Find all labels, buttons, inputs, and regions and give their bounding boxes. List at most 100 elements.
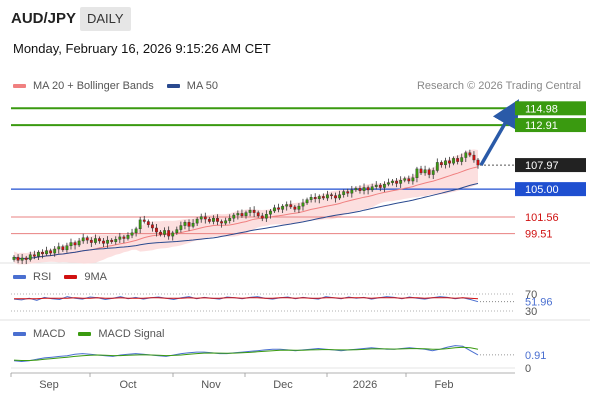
candle-body bbox=[260, 215, 264, 219]
candle-body bbox=[28, 254, 32, 260]
rsi-last-value: 51.96 bbox=[525, 297, 553, 309]
candle-body bbox=[49, 250, 53, 254]
level-tag-114-98 bbox=[515, 101, 586, 116]
level-tag-105-00 bbox=[515, 182, 586, 197]
candle-body bbox=[32, 254, 36, 257]
candle-body bbox=[248, 209, 252, 213]
candle-body bbox=[220, 221, 223, 224]
candle-body bbox=[77, 240, 81, 246]
candle-body bbox=[16, 256, 20, 261]
candle-body bbox=[366, 187, 370, 191]
candle-body bbox=[403, 178, 407, 181]
candle-body bbox=[110, 239, 114, 242]
symbol-title: AUD/JPY bbox=[11, 10, 77, 27]
level-label-99-51: 99.51 bbox=[525, 229, 553, 241]
candle-body bbox=[240, 213, 244, 217]
candle-body bbox=[126, 235, 130, 239]
candle-body bbox=[167, 230, 171, 237]
candle-body bbox=[228, 218, 232, 221]
candle-body bbox=[179, 225, 183, 230]
candle-body bbox=[374, 184, 378, 187]
rsi-tick-70: 70 bbox=[525, 289, 537, 301]
macd-line bbox=[13, 345, 479, 363]
candle-body bbox=[69, 242, 73, 247]
candle-body bbox=[305, 199, 309, 204]
candle-body bbox=[212, 218, 215, 222]
legend-swatch-rsi bbox=[13, 275, 26, 279]
timeframe-badge[interactable]: DAILY bbox=[80, 7, 131, 31]
candle-body bbox=[232, 214, 236, 219]
legend-swatch-ma50 bbox=[166, 84, 180, 88]
legend-label-ma50: MA 50 bbox=[186, 80, 218, 92]
candle-body bbox=[81, 237, 85, 242]
candle-body bbox=[12, 256, 16, 260]
level-label-112-91: 112.91 bbox=[525, 120, 558, 132]
macd-last-value: 0.91 bbox=[525, 350, 546, 362]
candle-body bbox=[106, 239, 110, 244]
candle-body bbox=[431, 170, 435, 175]
candle-body bbox=[472, 154, 476, 161]
candle-body bbox=[452, 158, 455, 164]
candle-body bbox=[448, 160, 451, 164]
candle-body bbox=[387, 182, 390, 185]
legend-label-9ma: 9MA bbox=[84, 271, 107, 283]
candle-body bbox=[171, 232, 175, 237]
candle-body bbox=[130, 232, 134, 236]
candle-body bbox=[73, 242, 77, 246]
candle-body bbox=[102, 240, 105, 244]
candle-body bbox=[285, 204, 289, 207]
rsi-legend: RSI 9MA bbox=[13, 271, 120, 283]
candle-body bbox=[326, 194, 329, 199]
candle-body bbox=[460, 157, 464, 162]
candle-body bbox=[20, 257, 24, 261]
candle-body bbox=[163, 230, 166, 235]
candle-body bbox=[150, 224, 154, 229]
candle-body bbox=[57, 246, 61, 250]
candle-body bbox=[187, 222, 191, 227]
candle-body bbox=[24, 257, 28, 260]
level-label-107-97: 107.97 bbox=[525, 160, 559, 172]
candle-body bbox=[256, 212, 260, 217]
candle-body bbox=[134, 228, 138, 234]
level-label-105-00: 105.00 bbox=[525, 184, 559, 196]
level-tag-112-91 bbox=[515, 118, 586, 133]
scenario-arrow bbox=[479, 99, 519, 166]
legend-label-ma20: MA 20 + Bollinger Bands bbox=[33, 80, 154, 92]
x-tick-label-2026: 2026 bbox=[353, 379, 377, 391]
candle-body bbox=[334, 195, 337, 199]
candle-body bbox=[85, 237, 89, 241]
candle-body bbox=[224, 220, 228, 224]
candle-body bbox=[264, 214, 268, 219]
candle-body bbox=[362, 187, 366, 191]
candle-body bbox=[65, 245, 69, 251]
candle-body bbox=[330, 194, 333, 196]
candle-body bbox=[354, 188, 358, 191]
candle-body bbox=[61, 246, 65, 251]
candle-body bbox=[41, 252, 44, 255]
legend-label-macd: MACD bbox=[33, 328, 66, 340]
candle-body bbox=[183, 222, 187, 226]
candle-body bbox=[427, 169, 431, 175]
candle-body bbox=[309, 197, 313, 200]
rsi-tick-30: 30 bbox=[525, 306, 537, 318]
legend-item-ma20: MA 20 + Bollinger Bands bbox=[13, 80, 154, 92]
candle-body bbox=[407, 178, 411, 182]
legend-swatch-9ma bbox=[64, 275, 78, 279]
legend-item-ma50: MA 50 bbox=[166, 80, 218, 92]
candle-body bbox=[244, 212, 248, 217]
candle-body bbox=[122, 236, 126, 239]
candle-body bbox=[281, 205, 285, 210]
candle-body bbox=[317, 196, 321, 200]
candle-body bbox=[289, 204, 293, 208]
candle-body bbox=[216, 218, 219, 222]
candle-body bbox=[195, 218, 199, 224]
candle-body bbox=[350, 189, 354, 194]
rsi-9ma-line bbox=[14, 297, 479, 300]
x-tick-label-nov: Nov bbox=[201, 379, 221, 391]
copyright-label: Research © 2026 Trading Central bbox=[416, 80, 581, 92]
x-tick-label-feb: Feb bbox=[435, 379, 454, 391]
candle-body bbox=[203, 216, 207, 220]
candle-body bbox=[411, 177, 415, 182]
candle-body bbox=[142, 219, 146, 222]
